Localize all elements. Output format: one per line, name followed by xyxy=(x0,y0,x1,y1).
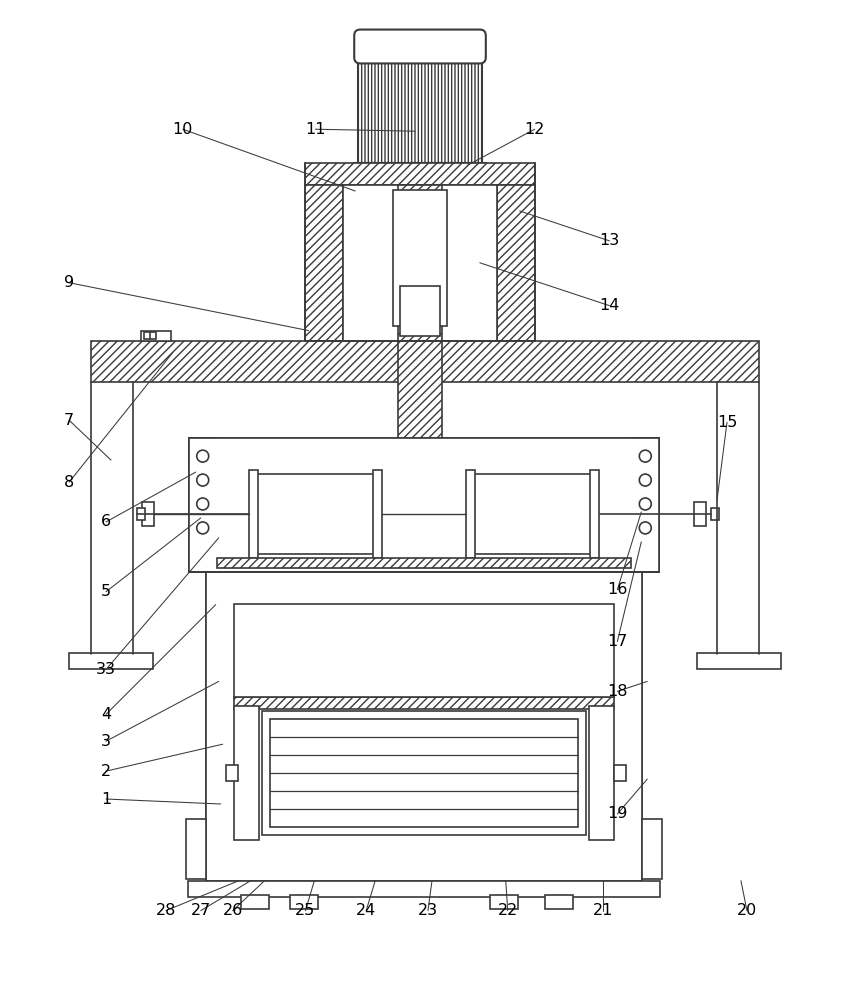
Circle shape xyxy=(639,522,651,534)
Text: 12: 12 xyxy=(525,122,545,137)
Text: 24: 24 xyxy=(356,903,376,918)
Text: 8: 8 xyxy=(64,475,75,490)
Bar xyxy=(390,440,450,460)
Bar xyxy=(205,572,643,881)
Bar xyxy=(358,56,482,163)
Text: 16: 16 xyxy=(607,582,627,597)
Text: 9: 9 xyxy=(65,275,74,290)
Bar xyxy=(186,819,205,879)
Text: 5: 5 xyxy=(101,584,111,599)
Bar xyxy=(400,442,440,458)
Text: 26: 26 xyxy=(222,903,243,918)
Bar xyxy=(226,765,238,781)
Bar xyxy=(205,572,643,600)
Text: 7: 7 xyxy=(65,413,74,428)
Bar xyxy=(91,341,759,382)
Bar xyxy=(188,438,659,572)
Text: 27: 27 xyxy=(191,903,211,918)
Bar xyxy=(306,163,535,185)
Bar xyxy=(188,438,659,466)
Circle shape xyxy=(197,474,209,486)
Bar xyxy=(589,706,615,840)
Bar xyxy=(306,185,343,341)
Bar xyxy=(249,470,257,558)
Text: 33: 33 xyxy=(96,662,116,677)
Bar xyxy=(261,711,587,835)
Bar xyxy=(233,706,259,840)
Text: 13: 13 xyxy=(599,233,620,248)
Bar xyxy=(490,895,518,909)
Bar xyxy=(590,470,599,558)
Circle shape xyxy=(639,474,651,486)
Bar xyxy=(256,474,374,554)
Bar xyxy=(374,470,382,558)
Bar xyxy=(137,508,145,520)
Bar xyxy=(233,604,615,697)
Text: 25: 25 xyxy=(295,903,316,918)
Circle shape xyxy=(197,522,209,534)
Bar xyxy=(216,558,632,568)
Bar xyxy=(144,332,156,339)
Bar xyxy=(643,819,662,879)
Bar xyxy=(233,697,615,709)
Text: 23: 23 xyxy=(418,903,438,918)
Text: 22: 22 xyxy=(498,903,518,918)
Bar xyxy=(141,331,171,341)
Bar xyxy=(697,653,781,669)
Text: 21: 21 xyxy=(593,903,614,918)
Text: 11: 11 xyxy=(305,122,326,137)
Text: 6: 6 xyxy=(101,514,111,529)
Circle shape xyxy=(197,450,209,462)
Bar xyxy=(142,502,154,526)
Text: 19: 19 xyxy=(607,806,627,821)
Bar xyxy=(188,881,661,897)
Text: 10: 10 xyxy=(172,122,193,137)
Text: 18: 18 xyxy=(607,684,627,699)
Text: 14: 14 xyxy=(599,298,620,313)
Bar xyxy=(400,286,440,336)
Bar xyxy=(694,502,706,526)
Text: 1: 1 xyxy=(101,792,111,807)
Bar xyxy=(497,185,535,341)
FancyBboxPatch shape xyxy=(354,30,486,63)
Bar xyxy=(343,185,497,341)
Text: 2: 2 xyxy=(101,764,111,779)
Bar xyxy=(615,765,627,781)
Text: 3: 3 xyxy=(101,734,111,749)
Circle shape xyxy=(197,498,209,510)
Bar xyxy=(615,600,643,859)
Circle shape xyxy=(639,498,651,510)
Bar xyxy=(398,341,442,440)
Bar xyxy=(632,438,659,572)
Text: 28: 28 xyxy=(155,903,176,918)
Text: 4: 4 xyxy=(101,707,111,722)
Bar xyxy=(466,470,475,558)
Bar xyxy=(290,895,318,909)
Text: 20: 20 xyxy=(737,903,757,918)
Circle shape xyxy=(639,450,651,462)
Bar xyxy=(398,185,442,341)
Bar xyxy=(711,508,719,520)
Bar xyxy=(269,719,578,827)
Bar xyxy=(544,895,572,909)
Text: 17: 17 xyxy=(607,634,627,649)
Bar xyxy=(69,653,153,669)
Text: 15: 15 xyxy=(717,415,737,430)
Bar xyxy=(474,474,592,554)
Bar xyxy=(354,163,486,177)
Bar xyxy=(240,895,268,909)
Bar xyxy=(205,600,233,859)
Bar xyxy=(393,190,447,326)
Bar xyxy=(205,857,643,879)
Bar xyxy=(188,438,216,572)
